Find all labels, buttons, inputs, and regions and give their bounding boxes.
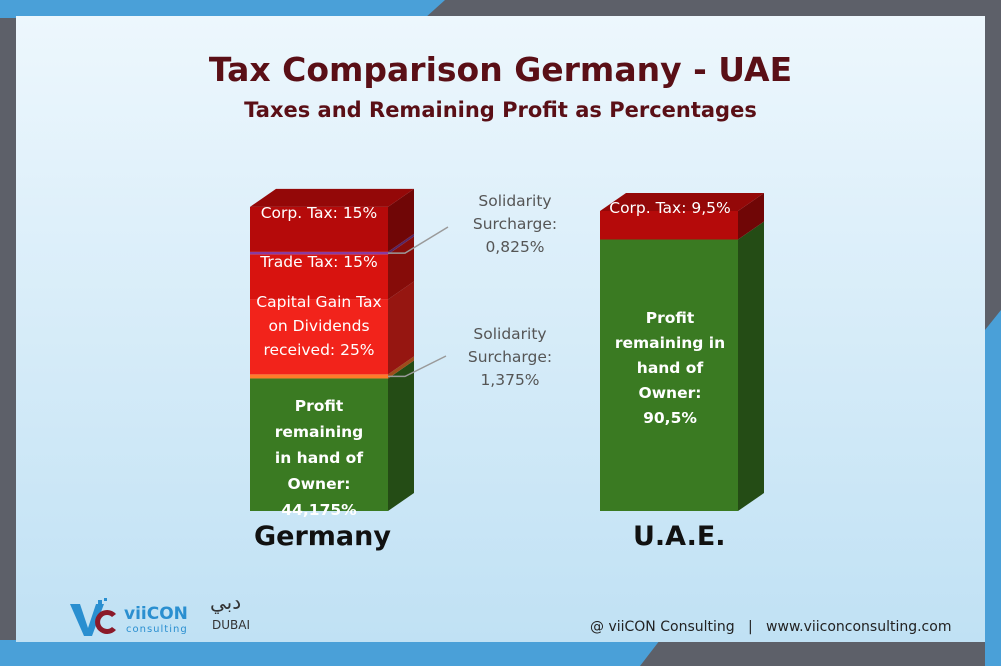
chart-title: Tax Comparison Germany - UAE	[208, 50, 793, 89]
uae-corp-tax-label: Corp. Tax: 9,5%	[609, 199, 731, 217]
category-label-uae: U.A.E.	[633, 521, 726, 552]
viicon-logo-mark	[70, 598, 116, 636]
bar-germany-top	[250, 188, 414, 207]
bar-germany-segment-0	[250, 378, 388, 511]
annot-bottom-line-1: Solidarity	[473, 325, 547, 343]
germany-corp-tax-label: Corp. Tax: 15%	[260, 204, 378, 222]
bar-germany-side-4	[388, 233, 414, 255]
dubai-arabic: دبي	[210, 590, 242, 614]
uae-profit-line-2: remaining in	[614, 334, 726, 352]
uae-profit-line-3: hand of	[636, 359, 704, 377]
bar-germany-segment-2	[250, 299, 388, 375]
germany-profit-line-2: in hand of	[274, 449, 364, 467]
bar-germany-segment-4	[250, 251, 388, 255]
bar-uae-segment-0	[600, 239, 738, 511]
germany-profit-label: Profit remaining in hand of Owner: 44,17…	[250, 393, 388, 523]
germany-profit-line-4: 44,175%	[281, 501, 357, 519]
bar-germany-side-1	[388, 356, 414, 379]
chart-subtitle: Taxes and Remaining Profit as Percentage…	[244, 98, 757, 122]
viicon-logo: viiCON consulting	[68, 598, 198, 638]
bar-germany-side-5	[388, 188, 414, 252]
viicon-brand: viiCON	[124, 604, 188, 624]
leader-line-solidarity-top	[388, 226, 449, 254]
footer-credit: @ viiCON Consulting | www.viiconconsulti…	[590, 619, 952, 635]
leader-line-solidarity-bottom	[388, 355, 447, 378]
germany-capital-gain-tax-label: Capital Gain Tax on Dividends received: …	[250, 290, 388, 362]
bar-germany-segment-1	[250, 374, 388, 379]
germany-trade-tax-label: Trade Tax: 15%	[260, 253, 378, 271]
annot-top-line-3: 0,825%	[485, 238, 545, 256]
solidarity-surcharge-annotation-top: Solidarity Surcharge: 0,825%	[455, 190, 575, 259]
bar-germany-side-0	[388, 360, 414, 511]
dubai-label: DUBAI	[212, 618, 251, 632]
germany-profit-line-3: Owner:	[287, 475, 351, 493]
bar-germany-side-2	[388, 281, 414, 375]
bar-germany-segment-3	[250, 254, 388, 300]
bar-uae-side-5	[738, 193, 764, 240]
dubai-logo: دبي DUBAI	[206, 590, 266, 634]
uae-profit-line-1: Profit	[645, 309, 695, 327]
viicon-tagline: consulting	[126, 624, 188, 635]
germany-capital-line-2: on Dividends	[268, 317, 370, 335]
uae-profit-line-4: Owner:	[638, 384, 702, 402]
uae-profit-line-5: 90,5%	[643, 409, 697, 427]
annot-top-line-1: Solidarity	[478, 192, 552, 210]
germany-capital-line-1: Capital Gain Tax	[256, 293, 382, 311]
solidarity-surcharge-annotation-bottom: Solidarity Surcharge: 1,375%	[450, 323, 570, 392]
category-label-germany: Germany	[254, 521, 391, 552]
bar-uae-segment-5	[600, 211, 738, 240]
annot-bottom-line-2: Surcharge:	[467, 348, 553, 366]
annot-bottom-line-3: 1,375%	[480, 371, 540, 389]
bar-uae-top	[600, 193, 764, 211]
annot-top-line-2: Surcharge:	[472, 215, 558, 233]
germany-capital-line-3: received: 25%	[263, 341, 375, 359]
bar-uae-side-0	[738, 221, 764, 511]
bar-germany-segment-5	[250, 206, 388, 252]
uae-profit-label: Profit remaining in hand of Owner: 90,5%	[600, 306, 740, 431]
germany-profit-line-1: Profit remaining	[274, 397, 364, 441]
